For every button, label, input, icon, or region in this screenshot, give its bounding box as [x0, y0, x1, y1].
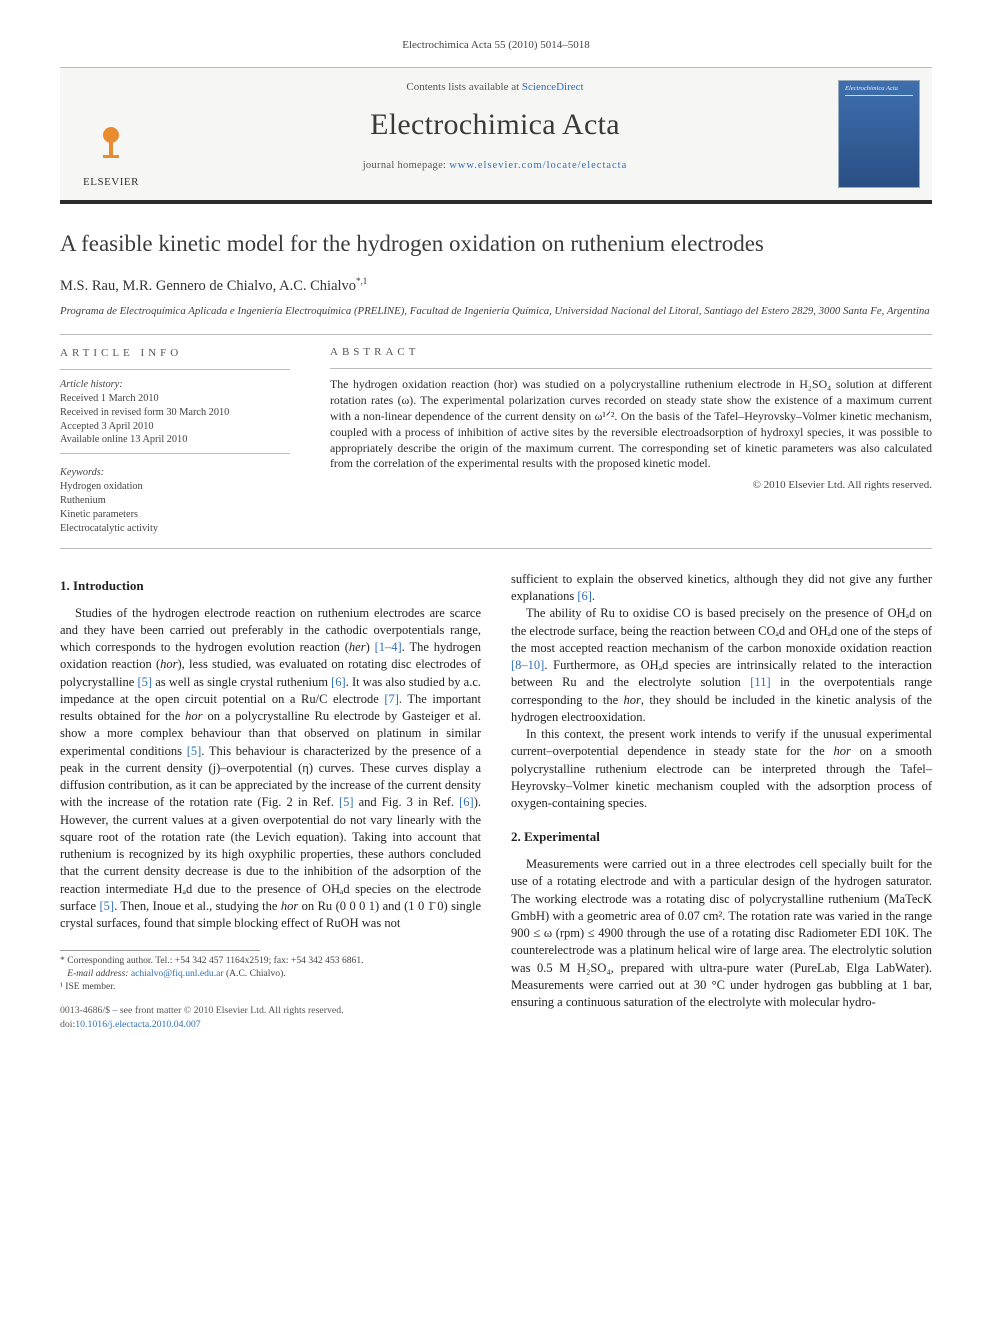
running-head: Electrochimica Acta 55 (2010) 5014–5018	[60, 38, 932, 53]
article-body: 1. Introduction Studies of the hydrogen …	[60, 571, 932, 1032]
publisher-name: ELSEVIER	[83, 175, 139, 190]
footnote-rule	[60, 950, 260, 951]
keyword-2: Ruthenium	[60, 494, 290, 508]
abstract-copyright: © 2010 Elsevier Ltd. All rights reserved…	[330, 478, 932, 493]
citation-link[interactable]: [11]	[750, 675, 770, 689]
keyword-4: Electrocatalytic activity	[60, 522, 290, 536]
homepage-prefix: journal homepage:	[363, 160, 449, 171]
citation-link[interactable]: [1–4]	[375, 640, 402, 654]
citation-link[interactable]: [6]	[577, 589, 592, 603]
history-accepted: Accepted 3 April 2010	[60, 420, 290, 434]
intro-paragraph-2: The ability of Ru to oxidise CO is based…	[511, 605, 932, 726]
article-title: A feasible kinetic model for the hydroge…	[60, 230, 932, 259]
doi-line: doi:10.1016/j.electacta.2010.04.007	[60, 1018, 481, 1032]
affiliation: Programa de Electroquímica Aplicada e In…	[60, 304, 932, 318]
citation-link[interactable]: [5]	[187, 744, 202, 758]
journal-homepage-line: journal homepage: www.elsevier.com/locat…	[168, 159, 822, 173]
experimental-paragraph-1: Measurements were carried out in a three…	[511, 856, 932, 1011]
citation-link[interactable]: [5]	[137, 675, 152, 689]
abstract-text: The hydrogen oxidation reaction (hor) wa…	[330, 377, 932, 473]
citation-link[interactable]: [7]	[384, 692, 399, 706]
email-line: E-mail address: achialvo@fiq.unl.edu.ar …	[60, 968, 481, 981]
journal-masthead: ELSEVIER Contents lists available at Sci…	[60, 67, 932, 204]
keywords-label: Keywords:	[60, 466, 290, 480]
abstract-block: ABSTRACT The hydrogen oxidation reaction…	[330, 335, 932, 548]
section-heading-experimental: 2. Experimental	[511, 828, 932, 846]
corresponding-author-note: * Corresponding author. Tel.: +54 342 45…	[60, 955, 481, 968]
abstract-label: ABSTRACT	[330, 345, 932, 360]
elsevier-tree-icon	[89, 121, 133, 171]
citation-link[interactable]: [6]	[459, 795, 474, 809]
intro-paragraph-1: Studies of the hydrogen electrode reacti…	[60, 605, 481, 933]
author-marks: *,1	[356, 276, 367, 286]
history-label: Article history:	[60, 378, 290, 392]
publisher-logo: ELSEVIER	[60, 68, 160, 200]
journal-homepage-link[interactable]: www.elsevier.com/locate/electacta	[449, 160, 627, 171]
history-online: Available online 13 April 2010	[60, 433, 290, 447]
article-info-block: ARTICLE INFO Article history: Received 1…	[60, 335, 300, 548]
article-info-label: ARTICLE INFO	[60, 346, 290, 361]
cover-title: Electrochimica Acta	[845, 85, 913, 94]
journal-name: Electrochimica Acta	[168, 105, 822, 146]
ise-member-note: ¹ ISE member.	[60, 981, 481, 994]
keyword-1: Hydrogen oxidation	[60, 480, 290, 494]
intro-paragraph-3: In this context, the present work intend…	[511, 726, 932, 812]
front-matter-line: 0013-4686/$ – see front matter © 2010 El…	[60, 1004, 481, 1031]
contents-prefix: Contents lists available at	[406, 81, 521, 93]
section-heading-introduction: 1. Introduction	[60, 577, 481, 595]
sciencedirect-link[interactable]: ScienceDirect	[522, 81, 584, 93]
issn-copyright: 0013-4686/$ – see front matter © 2010 El…	[60, 1004, 481, 1018]
history-revised: Received in revised form 30 March 2010	[60, 406, 290, 420]
footnotes-block: * Corresponding author. Tel.: +54 342 45…	[60, 955, 481, 994]
contents-available-line: Contents lists available at ScienceDirec…	[168, 80, 822, 95]
citation-link[interactable]: [5]	[100, 899, 115, 913]
author-email-link[interactable]: achialvo@fiq.unl.edu.ar	[131, 968, 224, 979]
intro-paragraph-1-cont: sufficient to explain the observed kinet…	[511, 571, 932, 606]
keyword-3: Kinetic parameters	[60, 508, 290, 522]
authors-names: M.S. Rau, M.R. Gennero de Chialvo, A.C. …	[60, 277, 356, 293]
journal-cover-thumbnail: Electrochimica Acta	[838, 80, 920, 188]
doi-link[interactable]: 10.1016/j.electacta.2010.04.007	[75, 1019, 200, 1030]
citation-link[interactable]: [5]	[339, 795, 354, 809]
history-received: Received 1 March 2010	[60, 392, 290, 406]
citation-link[interactable]: [8–10]	[511, 658, 544, 672]
citation-link[interactable]: [6]	[331, 675, 346, 689]
author-list: M.S. Rau, M.R. Gennero de Chialvo, A.C. …	[60, 275, 932, 296]
